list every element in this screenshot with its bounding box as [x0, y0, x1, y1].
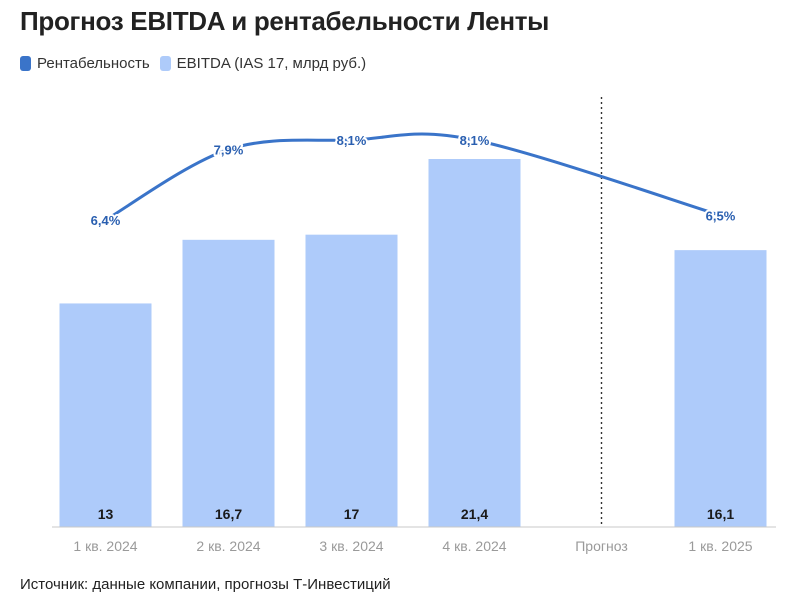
x-tick-label-2: 2 кв. 2024: [196, 538, 260, 554]
legend-line-label: Рентабельность: [37, 55, 150, 72]
x-tick-label-3: 3 кв. 2024: [319, 538, 383, 554]
margin-line: [104, 132, 722, 222]
bar-value-label-4: 21,4: [461, 506, 488, 522]
margin-point-label-4: 8,1%: [460, 133, 490, 148]
legend-line-swatch: [20, 56, 31, 71]
bar-3: [305, 234, 398, 527]
margin-point-label-1: 6,4%: [91, 213, 121, 228]
bar-6: [674, 250, 767, 527]
legend-bar-swatch: [159, 56, 171, 71]
legend-item-line: Рентабельность: [20, 55, 150, 72]
bar-value-label-1: 13: [98, 506, 114, 522]
x-tick-label-4: 4 кв. 2024: [442, 538, 506, 554]
bar-value-label-6: 16,1: [707, 506, 734, 522]
margin-point-label-6: 6,5%: [706, 208, 736, 223]
bar-2: [182, 239, 275, 527]
x-tick-label-5: Прогноз: [575, 538, 628, 554]
source-note: Источник: данные компании, прогнозы Т-Ин…: [20, 576, 391, 593]
legend-item-bar: EBITDA (IAS 17, млрд руб.): [159, 55, 367, 72]
bar-value-label-2: 16,7: [215, 506, 242, 522]
bar-4: [428, 159, 521, 527]
x-tick-label-6: 1 кв. 2025: [688, 538, 752, 554]
x-tick-label-1: 1 кв. 2024: [73, 538, 137, 554]
margin-point-label-3: 8,1%: [337, 133, 367, 148]
margin-point-label-2: 7,9%: [214, 142, 244, 157]
bar-value-label-3: 17: [344, 506, 360, 522]
legend: Рентабельность EBITDA (IAS 17, млрд руб.…: [20, 55, 366, 72]
legend-bar-label: EBITDA (IAS 17, млрд руб.): [176, 55, 367, 72]
bar-1: [59, 303, 152, 527]
chart-title: Прогноз EBITDA и рентабельности Ленты: [20, 6, 550, 36]
